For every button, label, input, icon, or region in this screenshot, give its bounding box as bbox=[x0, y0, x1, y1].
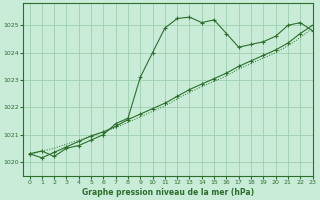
X-axis label: Graphe pression niveau de la mer (hPa): Graphe pression niveau de la mer (hPa) bbox=[82, 188, 254, 197]
